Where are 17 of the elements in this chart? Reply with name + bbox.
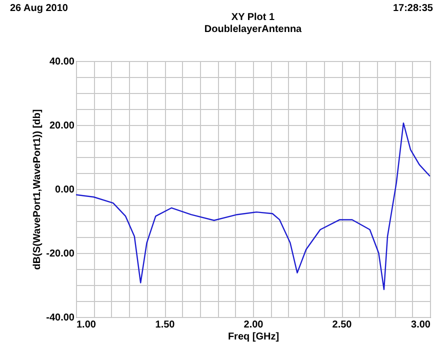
x-tick-label: 2.00 [244,320,264,330]
x-axis-title: Freq [GHz] [228,332,280,342]
x-tick-label: 1.00 [76,320,96,330]
x-tick-label: 2.50 [332,320,352,330]
text: 26 Aug 2010 [10,3,68,14]
y-tick-label: -20.00 [46,248,75,260]
x-tick-label: 1.50 [155,320,176,330]
y-tick-label: 20.00 [49,120,75,132]
line-series [76,122,430,290]
chart-subtitle: DoublelayerAntenna [204,24,302,35]
y-tick-label: 0.00 [55,184,75,196]
y-tick-label: -40.00 [46,312,75,324]
x-tick-label: 3.00 [411,320,431,330]
chart-title: XY Plot 1 [231,12,276,23]
y-axis-title: dB(S(WavePort1,WavePort1)) [db] [32,109,44,270]
text: 17:28:35 [392,3,433,14]
y-tick-label: 40.00 [49,56,75,68]
